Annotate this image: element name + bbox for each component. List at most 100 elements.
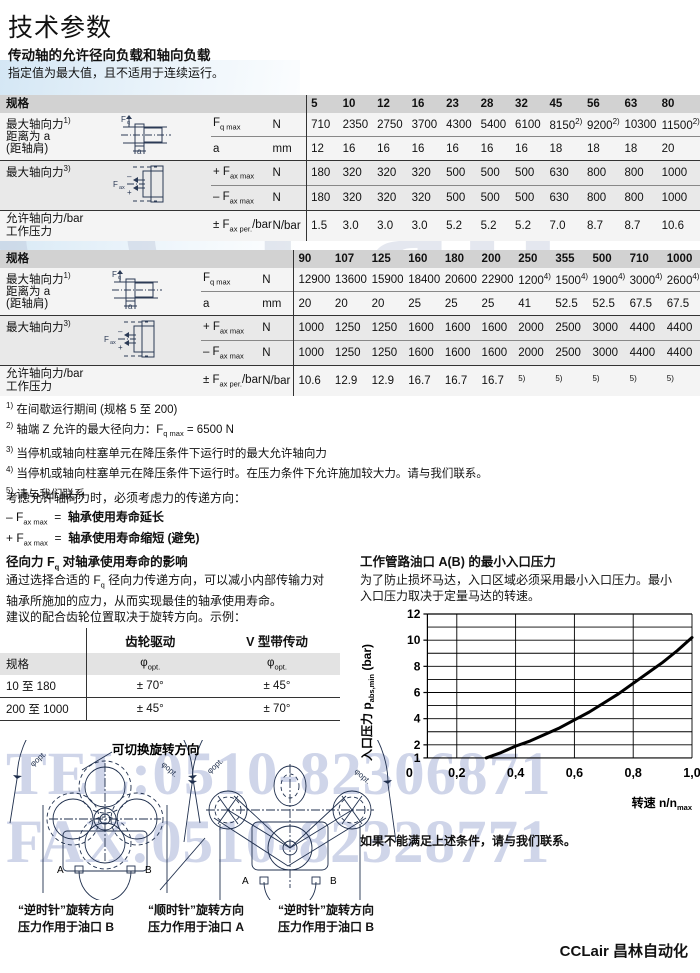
chart-ytick-label: 6 (414, 686, 421, 700)
table2-value: 52.5 (551, 291, 589, 316)
table2-value: 16.7 (404, 365, 441, 396)
radial-title-post: 对轴承使用寿命的影响 (59, 555, 188, 569)
table2-value: 20 (367, 291, 405, 316)
table1-value: 320 (338, 160, 374, 186)
svg-text:F: F (112, 270, 117, 279)
diagram-svg: A B φopt. φopt. (9, 740, 397, 900)
rotation-caption: “顺时针”旋转方向 压力作用于油口 A (148, 902, 244, 936)
chart-xtick-label: 0 (406, 766, 413, 780)
table2-value: 5) (514, 365, 552, 396)
table1-value: 3.0 (338, 210, 374, 241)
table1-row: a mm 12 16 16 16 16 16 16 18 18 18 20 (0, 136, 700, 161)
table1-value: 81502) (545, 113, 583, 137)
table2-unit: N (262, 315, 294, 341)
table2-row: – Fax max N 1000 1250 1250 1600 1600 1600 2000 25… (0, 340, 700, 366)
table2-value: 25 (404, 291, 441, 316)
table2-value: 41 (514, 291, 552, 316)
table1-value: 3700 (407, 113, 443, 137)
table2-unit: mm (262, 291, 294, 316)
table2-value: 1250 (330, 340, 368, 366)
table1-unit: N (272, 160, 307, 186)
inlet-pressure-chart: 1 2 4 6 8 10 12 0 0,2 0,4 0,6 0,8 1,0 入口压力 pabs,min (… (358, 604, 700, 819)
table1-value: 10.6 (657, 210, 700, 241)
chart-xtick-label: 0,4 (507, 766, 524, 780)
table1-value: 630 (545, 160, 583, 186)
table1-size-10: 10 (338, 95, 374, 113)
direction-note-intro: 考虑允许轴向力时，必须考虑力的传递方向： (6, 491, 247, 505)
unit-spacer (272, 95, 307, 113)
table1-unit: N (272, 113, 307, 137)
switchable-rotation-label: 可切换旋转方向 (112, 742, 200, 757)
table2-value: 2500 (551, 340, 589, 366)
table2-value: 1600 (477, 315, 515, 341)
gear-table-bottom-rule (0, 720, 340, 722)
table2-value: 2000 (514, 340, 552, 366)
table1-value: 3.0 (407, 210, 443, 241)
table1-row: – Fax max N 180 320 320 320 500 500 500 630 800 800… (0, 185, 700, 211)
gear-table-belt-angle: ± 70° (214, 697, 340, 721)
table1-unit: mm (272, 136, 307, 161)
table2-value: 12004) (514, 268, 552, 292)
chart-ytick-label: 12 (407, 607, 421, 621)
table1-row-label: 允许轴向力/bar 工作压力 (0, 210, 104, 241)
rotation-caption: “逆时针”旋转方向 压力作用于油口 B (278, 902, 374, 936)
table1-symbol: ± Fax per./bar (211, 210, 273, 241)
table2-header-label: 规格 (0, 250, 95, 268)
table2-size-250: 250 (514, 250, 552, 268)
table1-value: 800 (582, 185, 621, 211)
table1-size-23: 23 (442, 95, 477, 113)
table2-value: 1600 (440, 315, 478, 341)
symbol-spacer (200, 250, 263, 268)
leader-line (159, 837, 206, 891)
page-title: 技术参数 (8, 14, 113, 42)
spec-table-sizes-5-80: 规格 5 10 12 16 23 28 32 45 56 63 80 最大轴向力1) 距离为 a (距轴肩… (0, 95, 700, 241)
inlet-footer-note: 如果不能满足上述条件，请与我们联系。 (360, 834, 577, 848)
table2-value: 20 (330, 291, 368, 316)
chart-ytick-label: 1 (414, 751, 421, 765)
table2-value: 4400 (662, 340, 700, 366)
radial-force-schematic-icon: F q a (121, 115, 172, 156)
table2-size-355: 355 (551, 250, 589, 268)
table1-symbol: + Fax max (211, 160, 273, 186)
table1-value: 16 (511, 136, 546, 161)
table2-unit: N (262, 268, 294, 292)
table2-row-label: 最大轴向力3) (0, 315, 95, 366)
svg-text:–: – (127, 172, 132, 181)
table2-value: 1600 (440, 340, 478, 366)
table2-value: 22900 (477, 268, 515, 292)
table1-value: 16 (338, 136, 374, 161)
table2-symbol: a (200, 291, 263, 316)
table2-value: 1600 (404, 315, 441, 341)
footnote-item: 2) 轴端 Z 允许的最大径向力：Fq max = 6500 N (6, 421, 234, 439)
table2-row: 允许轴向力/bar 工作压力 ± Fax per./bar N/bar 10.6 12.9… (0, 365, 700, 396)
table2-value: 67.5 (662, 291, 700, 316)
table2-value: 1000 (293, 340, 331, 366)
table2-value: 67.5 (625, 291, 663, 316)
table2-size-200: 200 (477, 250, 515, 268)
table2-value: 1600 (404, 340, 441, 366)
table1-value: 1.5 (306, 210, 339, 241)
paragraph-line: 建议的配合齿轮位置取决于旋转方向。示例： (6, 610, 247, 625)
table1-value: 5.2 (511, 210, 546, 241)
table1-size-32: 32 (511, 95, 546, 113)
table1-value: 3.0 (373, 210, 408, 241)
table1-value: 320 (407, 160, 443, 186)
table1-row-label: 最大轴向力3) (0, 160, 104, 211)
table2-size-500: 500 (588, 250, 626, 268)
table2-symbol: – Fax max (200, 340, 263, 366)
footnote-item: 4) 当停机或轴向柱塞单元在降压条件下运行时。在压力条件下允许施加较大力。请与我… (6, 465, 488, 481)
table1-value: 8.7 (620, 210, 658, 241)
table1-value: 1000 (657, 160, 700, 186)
footnote-list: 1) 在间歇运行期间 (规格 5 至 200) 2) 轴端 Z 允许的最大径向力：… (6, 398, 488, 503)
table2-symbol: ± Fax per./bar (200, 365, 263, 396)
leader-line (81, 751, 113, 771)
table1-size-16: 16 (407, 95, 443, 113)
table1-value: 800 (620, 185, 658, 211)
table1-size-45: 45 (545, 95, 583, 113)
table1-value: 92002) (582, 113, 621, 137)
table1-value: 12 (306, 136, 339, 161)
gear-table-head-row: 齿轮驱动 V 型带传动 (0, 628, 340, 653)
paragraph-line: 为了防止损坏马达，入口区域必须采用最小入口压力。最小 (360, 573, 673, 587)
symbol-spacer (211, 95, 273, 113)
table1-size-12: 12 (373, 95, 408, 113)
